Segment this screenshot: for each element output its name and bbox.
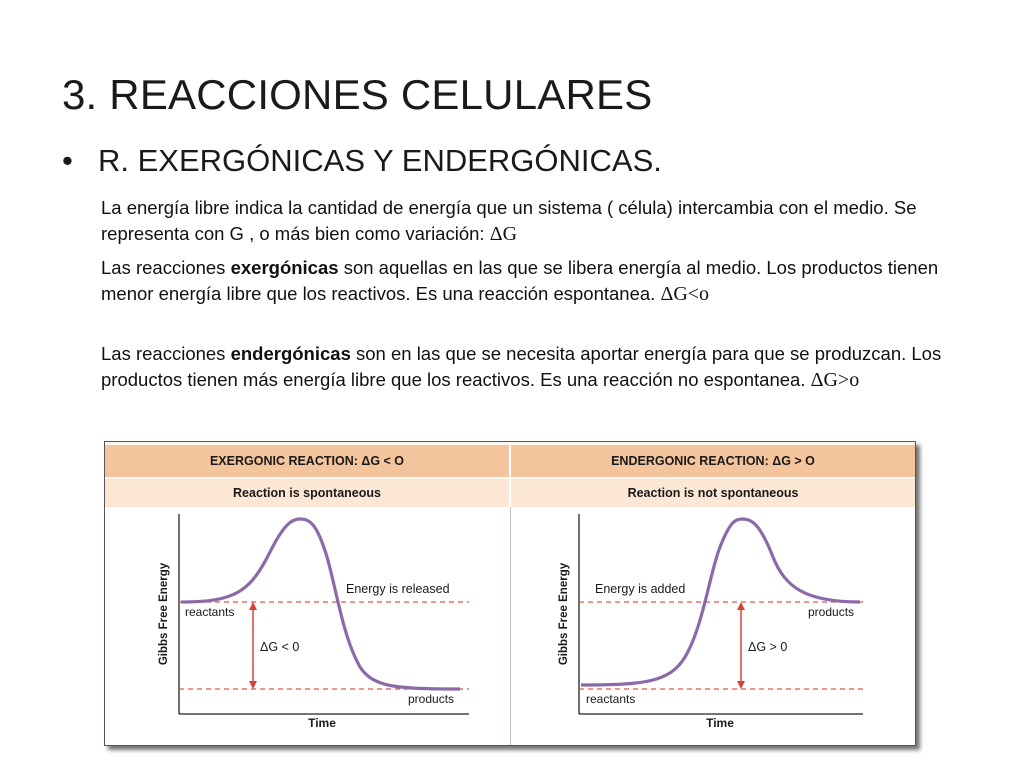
energy-diagram-figure: EXERGONIC REACTION: ΔG < O ENDERGONIC RE…: [104, 441, 916, 746]
slide-title: 3. REACCIONES CELULARES: [62, 71, 653, 118]
bullet-heading: • R. EXERGÓNICAS Y ENDERGÓNICAS.: [62, 142, 662, 180]
p2-delta-symbol: ΔG<o: [660, 283, 710, 305]
endergonic-y-axis-label: Gibbs Free Energy: [558, 562, 570, 665]
p3-bold-term: endergónicas: [230, 343, 351, 364]
exergonic-panel-background: [105, 507, 510, 745]
p1-delta-symbol: ΔG: [489, 223, 518, 245]
endergonic-energy-curve: [580, 517, 861, 687]
exergonic-y-axis-label: Gibbs Free Energy: [158, 562, 170, 665]
endergonic-curve-label: Energy is added: [595, 582, 685, 596]
figure-subheader-row: Reaction is spontaneous Reaction is not …: [105, 479, 915, 507]
panel-divider: [510, 507, 511, 745]
endergonic-diagram: Gibbs Free Energy Time products reactant…: [558, 514, 863, 730]
endergonic-products-label: products: [808, 605, 854, 619]
figure-header-row: EXERGONIC REACTION: ΔG < O ENDERGONIC RE…: [105, 445, 915, 477]
exergonic-x-axis-label: Time: [308, 716, 336, 730]
endergonic-x-axis-label: Time: [706, 716, 734, 730]
energy-diagrams-svg: Gibbs Free Energy Time reactants product…: [158, 514, 863, 730]
exergonic-energy-curve: [180, 517, 461, 691]
p1-text: La energía libre indica la cantidad de e…: [101, 197, 917, 244]
p3-after: son en las que se necesita aportar energ…: [101, 343, 942, 390]
p2-after: son aquellas en las que se libera energí…: [101, 257, 939, 304]
bullet-text: R. EXERGÓNICAS Y ENDERGÓNICAS.: [98, 143, 662, 178]
bullet-marker: •: [62, 143, 73, 178]
p2-bold-term: exergónicas: [230, 257, 339, 278]
paragraph-free-energy: La energía libre indica la cantidad de e…: [101, 195, 981, 247]
paragraph-exergonic: Las reacciones exergónicas son aquellas …: [101, 255, 981, 307]
exergonic-diagram: Gibbs Free Energy Time reactants product…: [158, 514, 469, 730]
paragraph-endergonic: Las reacciones endergónicas son en las q…: [101, 341, 981, 393]
exergonic-delta-label: ΔG < 0: [260, 640, 299, 654]
endergonic-reactants-label: reactants: [586, 692, 635, 706]
endergonic-delta-label: ΔG > 0: [748, 640, 787, 654]
endergonic-header: ENDERGONIC REACTION: ΔG > O: [509, 445, 915, 477]
p3-before: Las reacciones: [101, 343, 231, 364]
endergonic-panel-background: [511, 507, 915, 745]
exergonic-curve-label: Energy is released: [346, 582, 450, 596]
exergonic-products-label: products: [408, 692, 454, 706]
p3-delta-symbol: ΔG>o: [810, 369, 860, 391]
p2-before: Las reacciones: [101, 257, 231, 278]
exergonic-reactants-label: reactants: [185, 605, 234, 619]
endergonic-subheader: Reaction is not spontaneous: [509, 479, 915, 507]
exergonic-subheader: Reaction is spontaneous: [105, 479, 509, 507]
exergonic-header: EXERGONIC REACTION: ΔG < O: [105, 445, 509, 477]
